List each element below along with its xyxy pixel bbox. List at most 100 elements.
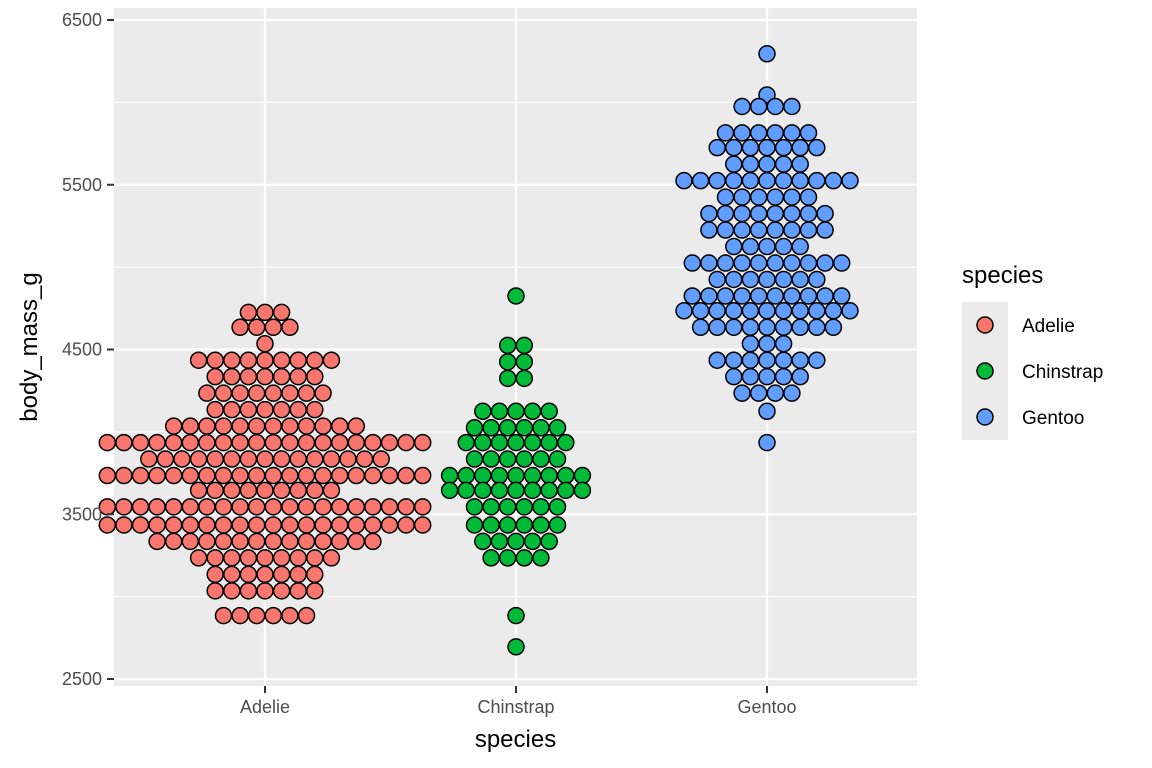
- data-point-gentoo: [758, 402, 776, 421]
- data-point-adelie: [214, 606, 233, 625]
- data-point-adelie: [247, 498, 266, 516]
- data-point-chinstrap: [490, 433, 509, 452]
- data-point-chinstrap: [548, 450, 567, 468]
- data-point-adelie: [181, 532, 200, 551]
- data-point-adelie: [256, 481, 274, 500]
- data-point-adelie: [281, 466, 299, 485]
- data-point-gentoo: [758, 351, 776, 369]
- data-point-gentoo: [808, 270, 826, 289]
- data-point-gentoo: [774, 138, 793, 157]
- data-point-adelie: [206, 351, 224, 369]
- data-point-gentoo: [725, 270, 743, 289]
- data-point-gentoo: [824, 171, 843, 190]
- data-point-adelie: [272, 367, 291, 386]
- data-point-gentoo: [741, 270, 760, 289]
- data-point-gentoo: [749, 97, 768, 116]
- data-point-adelie: [289, 351, 307, 369]
- data-point-adelie: [256, 367, 274, 386]
- data-point-chinstrap: [507, 481, 525, 500]
- data-point-adelie: [247, 532, 266, 551]
- data-point-adelie: [256, 351, 274, 369]
- data-point-chinstrap: [540, 466, 558, 485]
- data-point-adelie: [289, 481, 307, 500]
- data-point-gentoo: [700, 221, 718, 239]
- data-point-chinstrap: [515, 516, 534, 534]
- data-point-adelie: [239, 400, 258, 419]
- data-point-adelie: [289, 582, 307, 600]
- data-point-chinstrap: [490, 532, 509, 551]
- data-point-adelie: [247, 606, 266, 625]
- data-point-gentoo: [816, 254, 834, 272]
- data-point-adelie: [206, 565, 224, 584]
- data-point-chinstrap: [440, 481, 459, 500]
- data-point-chinstrap: [523, 433, 542, 452]
- data-point-adelie: [306, 450, 324, 468]
- data-point-adelie: [330, 466, 349, 485]
- data-point-adelie: [231, 417, 249, 435]
- data-point-adelie: [247, 318, 266, 337]
- data-point-adelie: [181, 498, 200, 516]
- data-point-adelie: [214, 516, 233, 534]
- data-point-adelie: [355, 450, 374, 468]
- data-point-gentoo: [816, 287, 834, 305]
- data-point-adelie: [264, 516, 283, 534]
- data-point-gentoo: [725, 318, 743, 337]
- data-point-adelie: [223, 582, 241, 600]
- data-point-chinstrap: [490, 481, 509, 500]
- data-point-adelie: [330, 532, 349, 551]
- data-point-gentoo: [716, 221, 735, 239]
- data-point-gentoo: [774, 270, 793, 289]
- data-point-adelie: [198, 433, 216, 452]
- data-point-adelie: [214, 417, 233, 435]
- data-points: [98, 45, 859, 656]
- legend-key-chinstrap: [976, 362, 994, 380]
- data-point-adelie: [297, 532, 316, 551]
- data-point-gentoo: [741, 302, 760, 320]
- data-point-gentoo: [749, 221, 768, 239]
- data-point-chinstrap: [507, 287, 525, 305]
- data-point-adelie: [223, 565, 241, 584]
- data-point-gentoo: [758, 334, 776, 353]
- data-point-gentoo: [749, 124, 768, 142]
- data-point-adelie: [314, 417, 332, 435]
- data-point-gentoo: [683, 254, 702, 272]
- data-point-gentoo: [708, 351, 726, 369]
- data-point-adelie: [189, 549, 208, 567]
- data-point-adelie: [164, 516, 183, 534]
- data-point-chinstrap: [532, 498, 550, 516]
- data-point-gentoo: [799, 287, 818, 305]
- data-point-chinstrap: [498, 353, 517, 371]
- data-point-adelie: [140, 450, 158, 468]
- data-point-gentoo: [808, 318, 826, 337]
- data-point-gentoo: [791, 171, 809, 190]
- data-point-adelie: [189, 481, 208, 500]
- data-point-adelie: [256, 334, 274, 353]
- data-point-chinstrap: [548, 498, 567, 516]
- data-point-gentoo: [799, 204, 818, 223]
- data-point-gentoo: [808, 351, 826, 369]
- data-point-gentoo: [791, 302, 809, 320]
- data-point-chinstrap: [523, 481, 542, 500]
- data-point-adelie: [314, 466, 332, 485]
- data-point-adelie: [181, 466, 200, 485]
- data-point-chinstrap: [498, 450, 517, 468]
- legend-item-adelie: Adelie: [976, 316, 1075, 337]
- data-point-chinstrap: [490, 402, 509, 421]
- data-point-chinstrap: [523, 402, 542, 421]
- data-point-gentoo: [691, 318, 710, 337]
- data-point-gentoo: [774, 171, 793, 190]
- data-point-gentoo: [741, 138, 760, 157]
- data-point-adelie: [314, 532, 332, 551]
- data-point-gentoo: [733, 204, 751, 223]
- data-point-gentoo: [741, 171, 760, 190]
- data-point-chinstrap: [515, 450, 534, 468]
- data-point-gentoo: [716, 254, 735, 272]
- data-point-adelie: [297, 498, 316, 516]
- data-point-gentoo: [791, 351, 809, 369]
- data-point-gentoo: [791, 270, 809, 289]
- data-point-adelie: [239, 582, 258, 600]
- data-point-gentoo: [841, 171, 859, 190]
- data-point-gentoo: [766, 188, 785, 206]
- data-point-gentoo: [766, 97, 785, 116]
- data-point-adelie: [239, 481, 258, 500]
